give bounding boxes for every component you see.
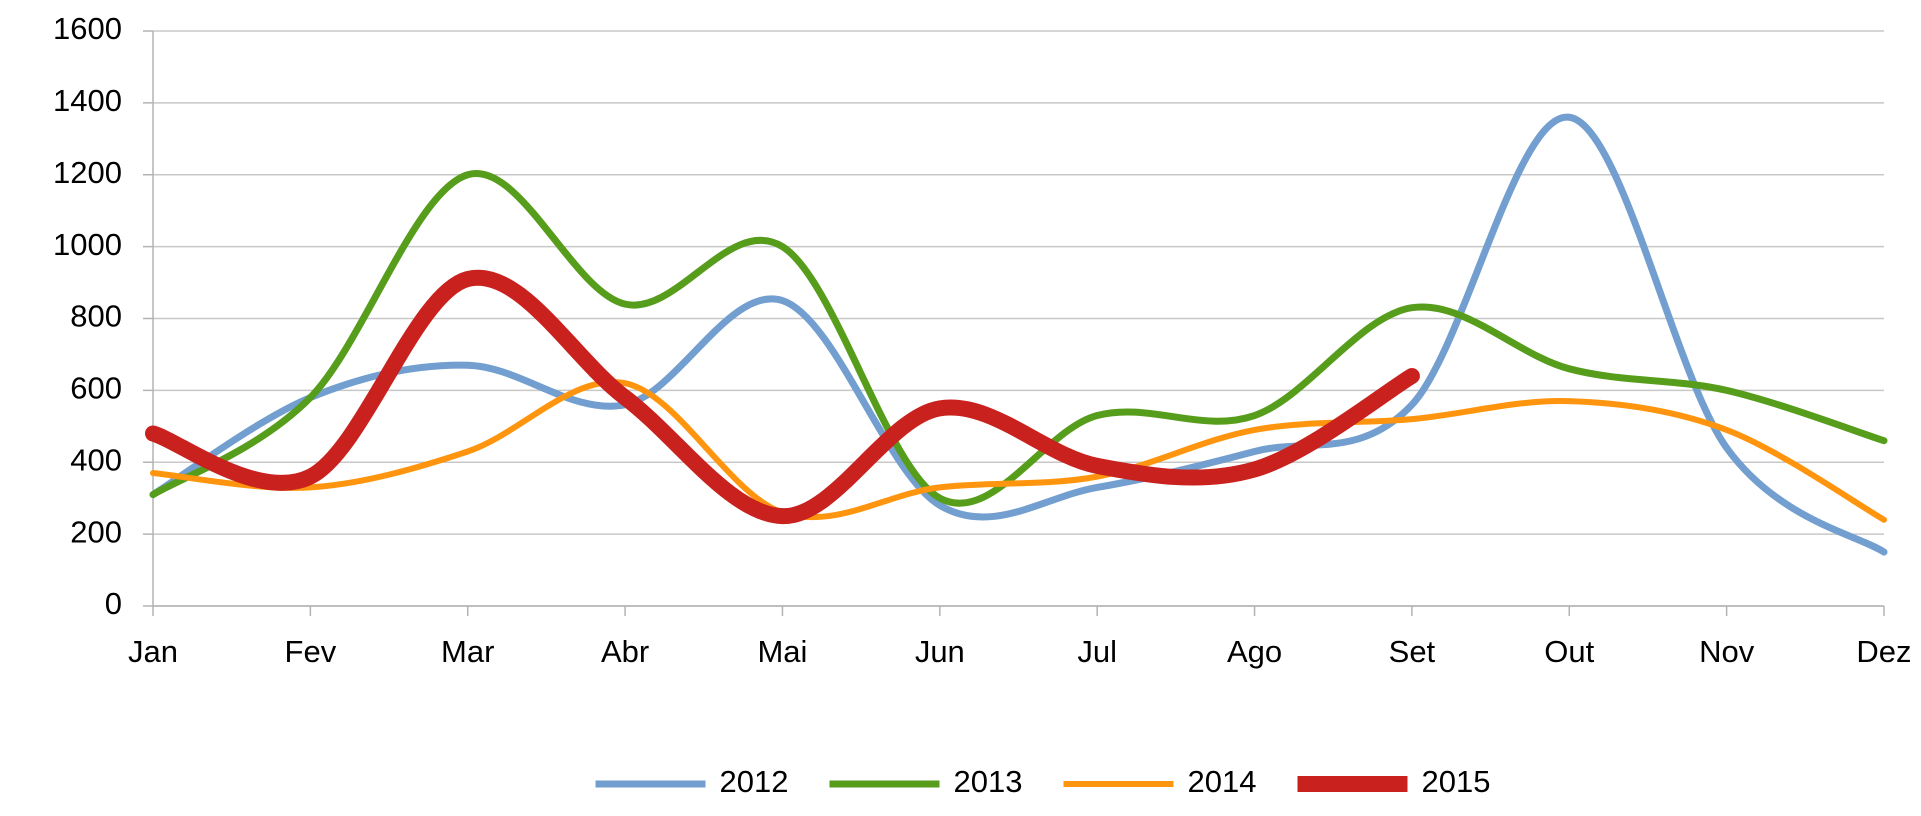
y-tick-label: 1600 [53,11,122,46]
x-tick-label: Nov [1699,634,1755,669]
x-tick-label: Jun [915,634,965,669]
legend-label: 2013 [954,764,1023,799]
x-tick-label: Fev [285,634,337,669]
x-tick-label: Jan [128,634,178,669]
y-tick-label: 200 [70,514,122,549]
y-tick-label: 400 [70,442,122,477]
series-line [150,379,1887,523]
legend-label: 2012 [720,764,789,799]
y-tick-label: 0 [105,586,122,621]
series-line [149,170,1888,507]
y-tick-label: 1400 [53,83,122,118]
series-line [145,269,1420,525]
legend-label: 2015 [1422,764,1491,799]
series-line [149,113,1888,556]
x-tick-label: Jul [1077,634,1117,669]
x-tick-label: Dez [1856,634,1911,669]
y-tick-label: 600 [70,371,122,406]
y-tick-label: 1000 [53,227,122,262]
y-tick-label: 1200 [53,155,122,190]
legend-label: 2014 [1188,764,1257,799]
x-tick-label: Ago [1227,634,1282,669]
x-tick-label: Abr [601,634,649,669]
x-tick-label: Set [1389,634,1436,669]
x-tick-label: Mar [441,634,494,669]
y-tick-label: 800 [70,299,122,334]
x-tick-label: Out [1544,634,1594,669]
x-tick-label: Mai [757,634,807,669]
